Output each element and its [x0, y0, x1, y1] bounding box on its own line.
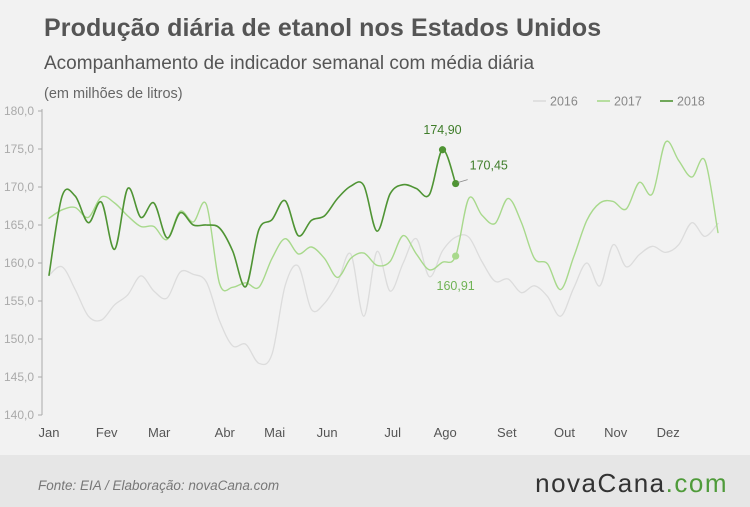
logo-suffix: .com — [665, 468, 728, 498]
annotation-marker — [452, 252, 460, 260]
x-tick-label: Mar — [148, 425, 171, 440]
source-note: Fonte: EIA / Elaboração: novaCana.com — [38, 478, 280, 493]
x-tick-label: Mai — [264, 425, 285, 440]
data-label: 170,45 — [470, 159, 508, 173]
y-tick-label: 175,0 — [4, 142, 34, 156]
novacana-logo[interactable]: novaCana.com — [535, 468, 728, 499]
chart-title: Produção diária de etanol nos Estados Un… — [44, 14, 602, 42]
annotation-marker — [452, 179, 460, 188]
line-chart: 140,0 145,0 150,0 155,0 160,0 165,0 170,0 175,0… — [4, 95, 719, 440]
y-tick-label: 165,0 — [4, 218, 34, 232]
annotation-marker — [438, 146, 447, 154]
legend-label-2018: 2018 — [677, 95, 705, 109]
chart-subtitle: Acompanhamento de indicador semanal com … — [44, 53, 535, 74]
y-tick-label: 160,0 — [4, 256, 34, 270]
x-tick-label: Dez — [657, 425, 680, 440]
y-tick-label: 155,0 — [4, 294, 34, 308]
x-tick-label: Ago — [434, 425, 457, 440]
x-tick-label: Jul — [384, 425, 401, 440]
y-tick-label: 180,0 — [4, 104, 34, 118]
y-tick-label: 145,0 — [4, 370, 34, 384]
x-tick-label: Jun — [317, 425, 338, 440]
annotation-leader-line — [457, 179, 468, 183]
y-tick-label: 140,0 — [4, 408, 34, 422]
y-axis-units-label: (em milhões de litros) — [44, 86, 183, 102]
data-label: 174,90 — [423, 123, 461, 137]
legend-label-2017: 2017 — [614, 95, 642, 109]
y-tick-label: 170,0 — [4, 180, 34, 194]
series-line-2016 — [48, 222, 719, 366]
x-tick-label: Fev — [96, 425, 118, 440]
x-tick-label: Out — [554, 425, 575, 440]
series-line-2018 — [48, 148, 457, 288]
data-label: 160,91 — [437, 279, 475, 293]
logo-wordmark: novaCana — [535, 468, 666, 498]
x-tick-label: Abr — [215, 425, 236, 440]
footer-bar: Fonte: EIA / Elaboração: novaCana.com no… — [0, 455, 750, 507]
x-tick-label: Nov — [604, 425, 628, 440]
x-tick-label: Set — [497, 425, 517, 440]
y-tick-label: 150,0 — [4, 332, 34, 346]
series-line-2017 — [48, 140, 719, 292]
x-tick-label: Jan — [39, 425, 60, 440]
legend-label-2016: 2016 — [550, 95, 578, 109]
